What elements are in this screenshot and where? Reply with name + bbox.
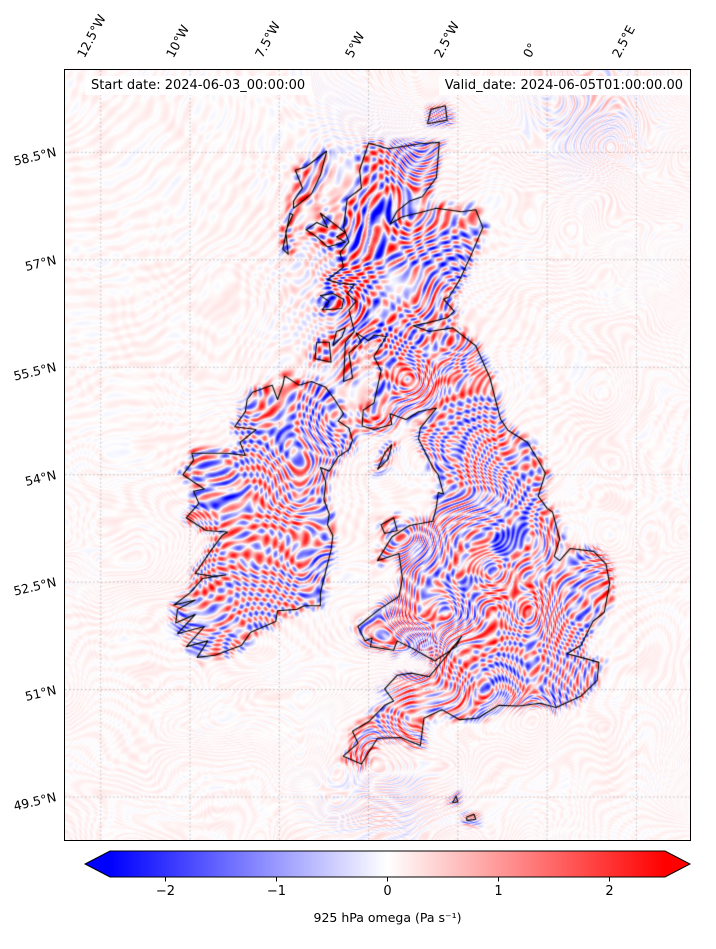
- lat-tick-label: 58.5°N: [11, 144, 58, 169]
- colorbar-bar: [83, 850, 692, 878]
- lon-tick-label: 0°: [519, 40, 540, 60]
- lon-tick-label: 7.5°W: [252, 18, 284, 60]
- omega-field-map: [65, 70, 690, 840]
- lon-tick-label: 5°W: [341, 29, 368, 60]
- colorbar-tick-label: −2: [156, 884, 175, 899]
- colorbar-tick-label: 2: [605, 884, 613, 899]
- colorbar: −2 −1 0 1 2: [83, 850, 692, 899]
- lat-tick-label: 54°N: [23, 466, 58, 489]
- colorbar-label: 925 hPa omega (Pa s⁻¹): [313, 910, 462, 925]
- lat-tick-label: 49.5°N: [11, 789, 58, 814]
- colorbar-tick-label: 0: [383, 884, 391, 899]
- lon-tick-label: 2.5°W: [430, 18, 462, 60]
- lon-tick-label: 12.5°W: [73, 11, 109, 60]
- colorbar-tick-label: −1: [267, 884, 286, 899]
- lon-tick-label: 10°W: [162, 22, 193, 61]
- map-plot-area: Start date: 2024-06-03_00:00:00 Valid_da…: [64, 69, 691, 841]
- lat-tick-label: 57°N: [23, 252, 58, 274]
- valid-date-label: Valid_date: 2024-06-05T01:00:00.00: [438, 76, 689, 95]
- colorbar-tick-label: 1: [494, 884, 502, 899]
- start-date-label: Start date: 2024-06-03_00:00:00: [85, 76, 312, 95]
- lon-tick-label: 2.5°E: [609, 22, 639, 60]
- lat-tick-label: 51°N: [23, 681, 58, 704]
- lat-tick-label: 52.5°N: [11, 574, 58, 599]
- lat-tick-label: 55.5°N: [11, 359, 58, 384]
